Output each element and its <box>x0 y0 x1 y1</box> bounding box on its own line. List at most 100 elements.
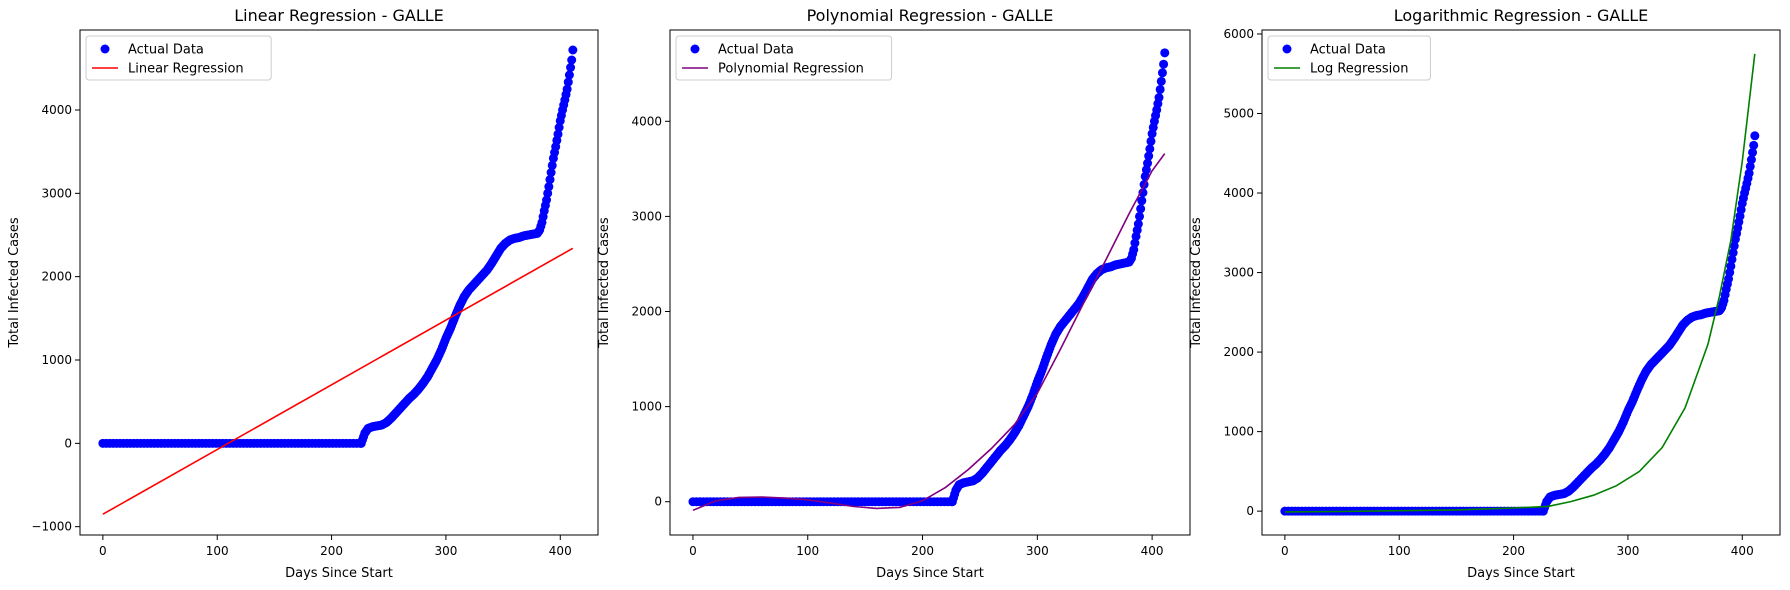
x-tick-label: 300 <box>1616 544 1639 558</box>
axes-frame <box>79 29 599 536</box>
legend-label: Actual Data <box>718 43 794 58</box>
y-tick-label: 3000 <box>41 186 72 200</box>
legend-marker <box>690 44 700 54</box>
linear-regression-panel: Linear Regression - GALLE 0 100 200 300 400 −1… <box>7 6 599 581</box>
y-tick-label: 3000 <box>631 209 662 223</box>
data-point <box>545 175 555 185</box>
axes-frame <box>669 29 1191 536</box>
x-tick-label: 200 <box>911 544 934 558</box>
y-axis-label: Total Infected Cases <box>597 217 612 349</box>
data-point <box>1156 76 1166 86</box>
data-point <box>563 77 573 87</box>
y-tick-label: 4000 <box>41 103 72 117</box>
regression-line <box>692 153 1166 512</box>
data-point <box>553 129 563 139</box>
data-point <box>564 70 574 80</box>
legend-label: Actual Data <box>128 43 204 58</box>
data-point <box>542 195 552 205</box>
legend-label: Linear Regression <box>128 62 244 77</box>
actual-data-series <box>98 45 578 448</box>
data-point <box>1129 245 1139 255</box>
chart-title: Polynomial Regression - GALLE <box>807 6 1054 25</box>
data-point <box>544 182 554 192</box>
regression-line <box>1284 53 1756 513</box>
axes-frame <box>1261 29 1781 536</box>
data-point <box>543 188 553 198</box>
data-point <box>1744 168 1754 178</box>
x-tick-label: 200 <box>1502 544 1525 558</box>
regression-line <box>102 247 574 515</box>
y-tick-label: 1000 <box>41 353 72 367</box>
legend-box <box>675 35 893 81</box>
data-point <box>1155 84 1165 94</box>
x-axis-label: Days Since Start <box>285 566 393 581</box>
data-point <box>547 160 557 170</box>
y-tick-label: −1000 <box>31 520 72 534</box>
y-tick-label: 4000 <box>631 114 662 128</box>
data-point <box>1745 161 1755 171</box>
y-tick-label: 1000 <box>631 400 662 414</box>
y-axis-label: Total Infected Cases <box>7 217 22 349</box>
x-tick-label: 400 <box>1731 544 1754 558</box>
data-point <box>1146 136 1156 146</box>
data-point <box>1729 241 1739 251</box>
y-tick-label: 2000 <box>1223 345 1254 359</box>
x-tick-label: 0 <box>1281 544 1289 558</box>
chart-title: Logarithmic Regression - GALLE <box>1394 6 1648 25</box>
y-tick-label: 6000 <box>1223 27 1254 41</box>
x-tick-label: 100 <box>1388 544 1411 558</box>
legend-box <box>1267 35 1431 81</box>
x-tick-label: 300 <box>434 544 457 558</box>
data-point <box>1138 188 1148 198</box>
plot-area <box>98 45 578 515</box>
data-point <box>1746 155 1756 165</box>
y-tick-label: 3000 <box>1223 266 1254 280</box>
data-point <box>567 55 577 65</box>
legend-box <box>85 35 272 81</box>
legend-label: Actual Data <box>1310 43 1386 58</box>
data-point <box>1134 211 1144 221</box>
y-tick-label: 0 <box>1246 504 1254 518</box>
data-point <box>1136 204 1146 214</box>
legend-marker <box>100 44 110 54</box>
data-point <box>568 45 578 55</box>
data-point <box>1133 219 1143 229</box>
chart-title: Linear Regression - GALLE <box>234 6 444 25</box>
actual-data-series <box>1280 131 1760 516</box>
data-point <box>1750 131 1760 141</box>
data-point <box>566 63 576 72</box>
data-point <box>1748 147 1758 157</box>
data-point <box>1144 151 1154 161</box>
x-tick-label: 0 <box>689 544 697 558</box>
x-tick-label: 400 <box>1141 544 1164 558</box>
data-point <box>1160 48 1170 58</box>
x-axis-label: Days Since Start <box>1467 566 1575 581</box>
legend: Actual Data Log Regression <box>1267 35 1431 81</box>
data-point <box>1728 248 1738 258</box>
y-tick-label: 4000 <box>1223 186 1254 200</box>
y-tick-label: 0 <box>654 495 662 509</box>
y-tick-label: 2000 <box>41 270 72 284</box>
data-point <box>1749 140 1759 150</box>
x-tick-label: 400 <box>549 544 572 558</box>
y-axis-label: Total Infected Cases <box>1189 217 1204 349</box>
plot-area <box>1280 53 1760 516</box>
y-tick-label: 1000 <box>1223 425 1254 439</box>
data-point <box>1130 238 1140 248</box>
x-axis-label: Days Since Start <box>876 566 984 581</box>
data-point <box>554 123 564 132</box>
logarithmic-regression-panel: Logarithmic Regression - GALLE 0 100 200 300… <box>1189 6 1781 581</box>
x-tick-label: 0 <box>99 544 107 558</box>
data-point <box>1727 254 1737 264</box>
legend-label: Log Regression <box>1310 62 1408 77</box>
x-tick-label: 300 <box>1026 544 1049 558</box>
data-point <box>546 168 556 177</box>
data-point <box>1154 93 1164 103</box>
x-tick-label: 100 <box>796 544 819 558</box>
x-tick-label: 100 <box>206 544 229 558</box>
x-tick-label: 200 <box>320 544 343 558</box>
plot-area <box>688 48 1170 512</box>
y-tick-label: 0 <box>64 436 72 450</box>
data-point <box>562 84 572 94</box>
